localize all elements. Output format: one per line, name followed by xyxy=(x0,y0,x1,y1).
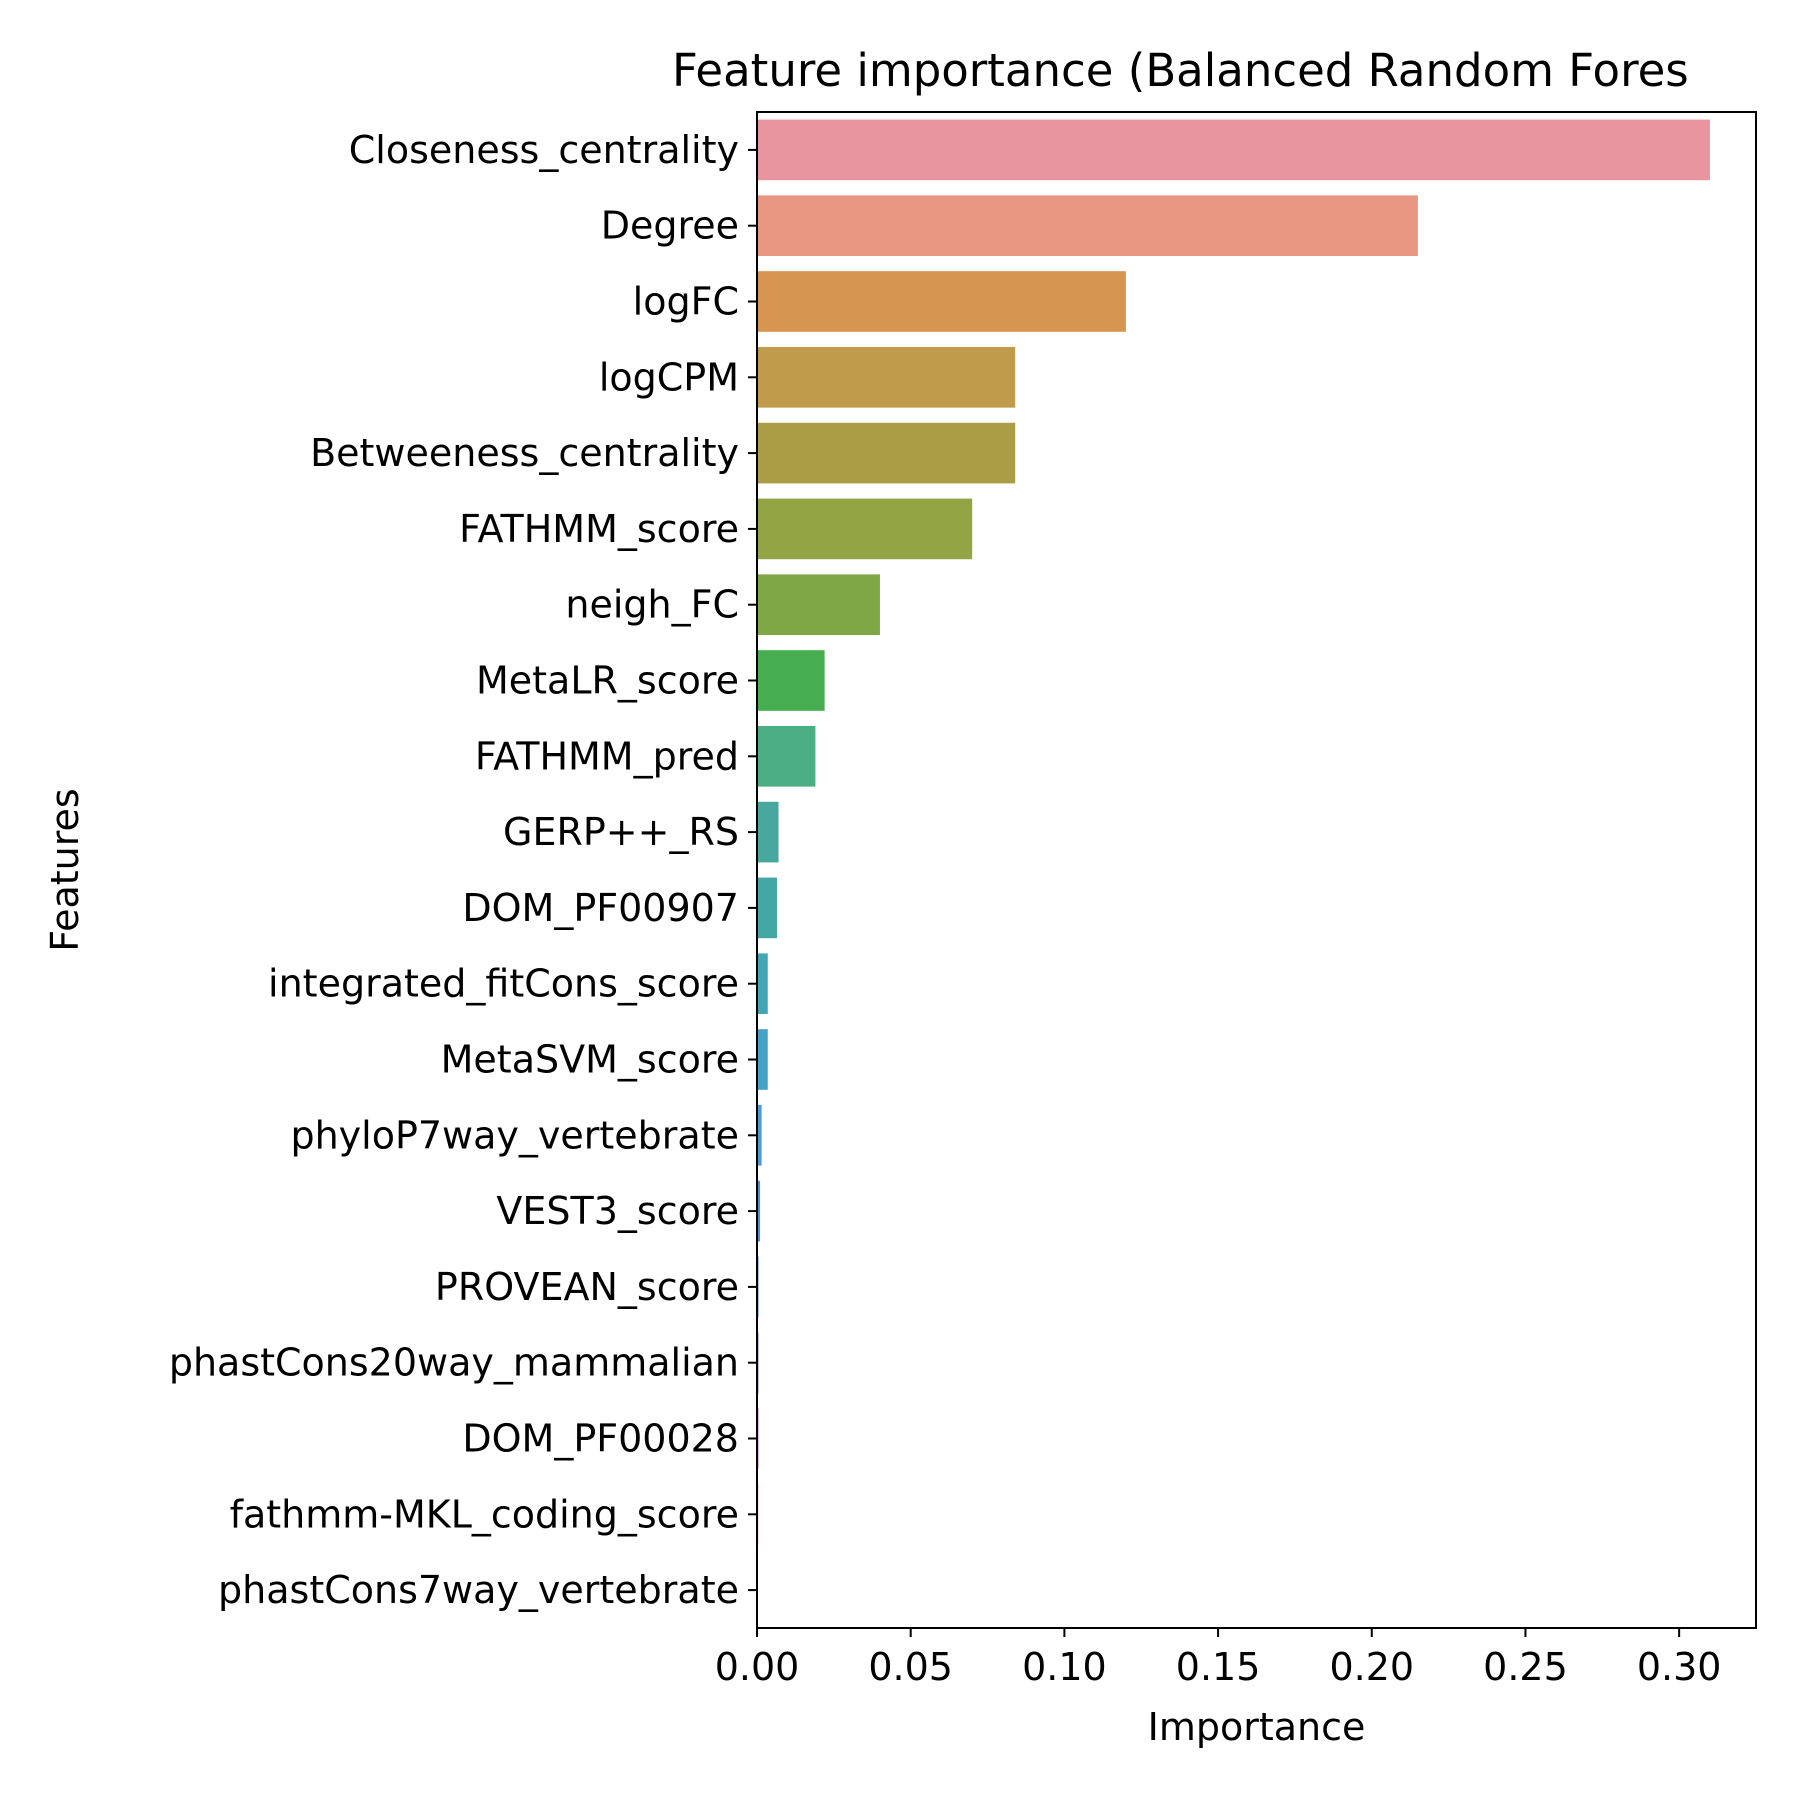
bar-1 xyxy=(757,195,1418,257)
x-tick-label: 0.15 xyxy=(1176,1645,1261,1689)
y-tick-label: FATHMM_pred xyxy=(475,734,739,778)
y-tick-labels: Closeness_centrality Degree logFC logCPM Bet… xyxy=(169,128,757,1612)
bar-2 xyxy=(757,271,1126,332)
bar-14 xyxy=(757,1180,761,1242)
y-tick-label: Betweeness_centrality xyxy=(310,431,739,475)
plot-frame xyxy=(756,111,1757,1629)
y-tick-label: DOM_PF00028 xyxy=(462,1417,739,1461)
y-tick-label: neigh_FC xyxy=(565,583,739,627)
y-tick-label: fathmm-MKL_coding_score xyxy=(230,1492,739,1536)
y-tick-label: phastCons20way_mammalian xyxy=(169,1341,739,1385)
y-tick-label: logFC xyxy=(633,280,739,324)
y-tick-label: MetaLR_score xyxy=(476,659,739,703)
y-tick-label: Closeness_centrality xyxy=(349,128,739,172)
y-tick-label: MetaSVM_score xyxy=(441,1038,739,1082)
y-tick-label: PROVEAN_score xyxy=(435,1265,739,1309)
y-tick-label: Degree xyxy=(601,204,739,248)
x-tick-label: 0.25 xyxy=(1483,1645,1568,1689)
bar-8 xyxy=(757,725,816,787)
bar-7 xyxy=(757,650,825,711)
bars-group xyxy=(757,119,1710,1621)
bar-11 xyxy=(757,953,768,1015)
bar-5 xyxy=(757,498,973,560)
bar-0 xyxy=(757,119,1710,181)
x-tick-label: 0.20 xyxy=(1329,1645,1414,1689)
bar-6 xyxy=(757,574,880,636)
chart-title: Feature importance (Balanced Random Fore… xyxy=(672,44,1689,97)
y-tick-label: integrated_fitCons_score xyxy=(268,962,739,1006)
bar-12 xyxy=(757,1029,768,1090)
x-tick-label: 0.10 xyxy=(1022,1645,1107,1689)
bar-9 xyxy=(757,801,779,863)
bar-13 xyxy=(757,1104,762,1166)
y-tick-label: FATHMM_score xyxy=(459,507,739,551)
x-tick-label: 0.00 xyxy=(715,1645,800,1689)
y-tick-label: DOM_PF00907 xyxy=(462,886,739,930)
y-tick-label: logCPM xyxy=(599,355,739,399)
y-tick-label: phastCons7way_vertebrate xyxy=(218,1568,739,1612)
y-tick-label: phyloP7way_vertebrate xyxy=(290,1113,739,1157)
bar-3 xyxy=(757,346,1016,408)
x-tick-label: 0.05 xyxy=(868,1645,953,1689)
y-tick-label: GERP++_RS xyxy=(503,810,739,854)
bar-4 xyxy=(757,422,1016,484)
y-axis-label: Features xyxy=(43,788,87,951)
x-tick-label: 0.30 xyxy=(1637,1645,1722,1689)
y-tick-label: VEST3_score xyxy=(496,1189,739,1233)
bar-10 xyxy=(757,877,777,939)
x-axis-label: Importance xyxy=(1148,1705,1366,1749)
x-tick-labels: 0.00 0.05 0.10 0.15 0.20 0.25 0.30 xyxy=(715,1628,1722,1689)
